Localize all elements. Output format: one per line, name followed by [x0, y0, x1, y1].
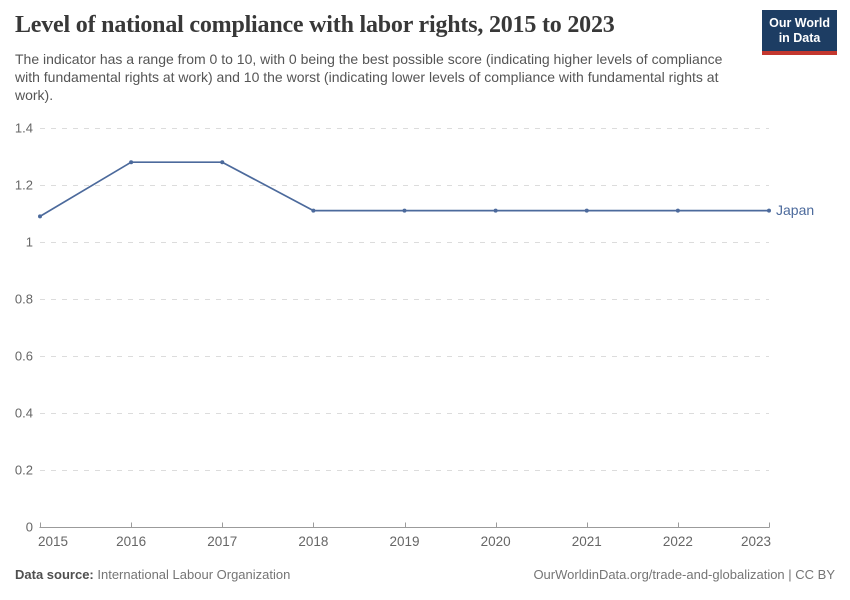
y-tick-label: 1.4	[15, 121, 33, 136]
owid-logo[interactable]: Our World in Data	[762, 10, 837, 55]
y-tick-label: 0.4	[15, 406, 33, 421]
y-tick-label: 1	[26, 235, 33, 250]
attribution-link[interactable]: OurWorldinData.org/trade-and-globalizati…	[533, 567, 835, 582]
data-point	[675, 208, 680, 213]
x-tick-label: 2019	[389, 534, 419, 549]
chart-title: Level of national compliance with labor …	[15, 12, 615, 38]
data-source-label: Data source:	[15, 567, 94, 582]
data-point	[311, 208, 316, 213]
series-line	[39, 161, 770, 218]
x-tick-label: 2018	[298, 534, 328, 549]
chart-footer: Data source: International Labour Organi…	[15, 567, 835, 582]
data-source: Data source: International Labour Organi…	[15, 567, 290, 582]
data-source-value: International Labour Organization	[97, 567, 291, 582]
series-end-label: Japan	[776, 202, 814, 218]
y-tick-label: 1.2	[15, 178, 33, 193]
owid-logo-line1: Our World	[769, 16, 830, 30]
x-tick-label: 2016	[116, 534, 146, 549]
y-tick-label: 0.2	[15, 463, 33, 478]
y-tick-label: 0	[26, 520, 33, 535]
y-tick-label: 0.8	[15, 292, 33, 307]
data-point	[402, 208, 407, 213]
data-point	[493, 208, 498, 213]
x-tick-label: 2023	[741, 534, 771, 549]
y-tick-label: 0.6	[15, 349, 33, 364]
x-tick-label: 2015	[38, 534, 68, 549]
x-tick-label: 2020	[481, 534, 511, 549]
data-point	[38, 214, 42, 219]
x-tick-label: 2021	[572, 534, 602, 549]
data-point	[584, 208, 589, 213]
chart-subtitle: The indicator has a range from 0 to 10, …	[15, 51, 723, 104]
owid-logo-line2: in Data	[778, 30, 821, 45]
x-tick-label: 2017	[207, 534, 237, 549]
data-point	[767, 208, 771, 213]
x-tick-label: 2022	[663, 534, 693, 549]
data-point	[220, 160, 225, 165]
data-point	[129, 160, 134, 165]
